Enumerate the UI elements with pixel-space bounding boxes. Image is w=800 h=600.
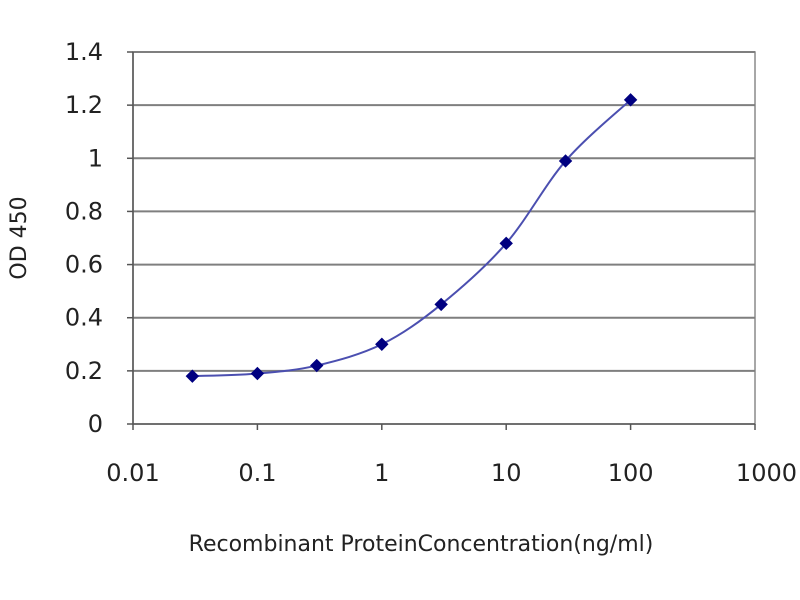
x-tick-label: 0.01 [106,459,159,487]
data-point [499,236,513,251]
data-point [310,358,324,373]
y-gridlines [133,51,755,372]
x-axis-ticks: 0.01 0.1 1 10 100 1000 [106,424,797,487]
y-tick-label: 1.4 [65,38,103,66]
data-point [375,337,389,351]
x-tick-label: 100 [608,459,654,487]
x-tick-label: 10 [491,459,522,487]
x-tick-label: 1 [374,459,389,487]
y-tick-label: 0.2 [65,357,103,385]
x-tick-label: 1000 [736,459,797,487]
plot-area [132,51,756,425]
data-point [434,297,448,312]
y-tick-label: 0 [88,410,103,438]
y-tick-label: 0.6 [65,251,103,279]
y-tick-label: 0.8 [65,197,103,225]
data-point [623,93,638,107]
y-tick-label: 1.2 [65,91,103,119]
y-tick-label: 1 [88,144,103,172]
x-axis-title: Recombinant ProteinConcentration(ng/ml) [189,532,654,557]
y-tick-label: 0.4 [65,304,103,332]
series-layer [185,93,638,383]
data-point [558,154,573,168]
y-axis-title: OD 450 [7,196,32,279]
x-tick-label: 0.1 [238,459,276,487]
y-axis-ticks: 0 0.2 0.4 0.6 0.8 1 1.2 1.4 [65,38,133,438]
data-point [185,369,200,383]
data-point [250,366,265,381]
